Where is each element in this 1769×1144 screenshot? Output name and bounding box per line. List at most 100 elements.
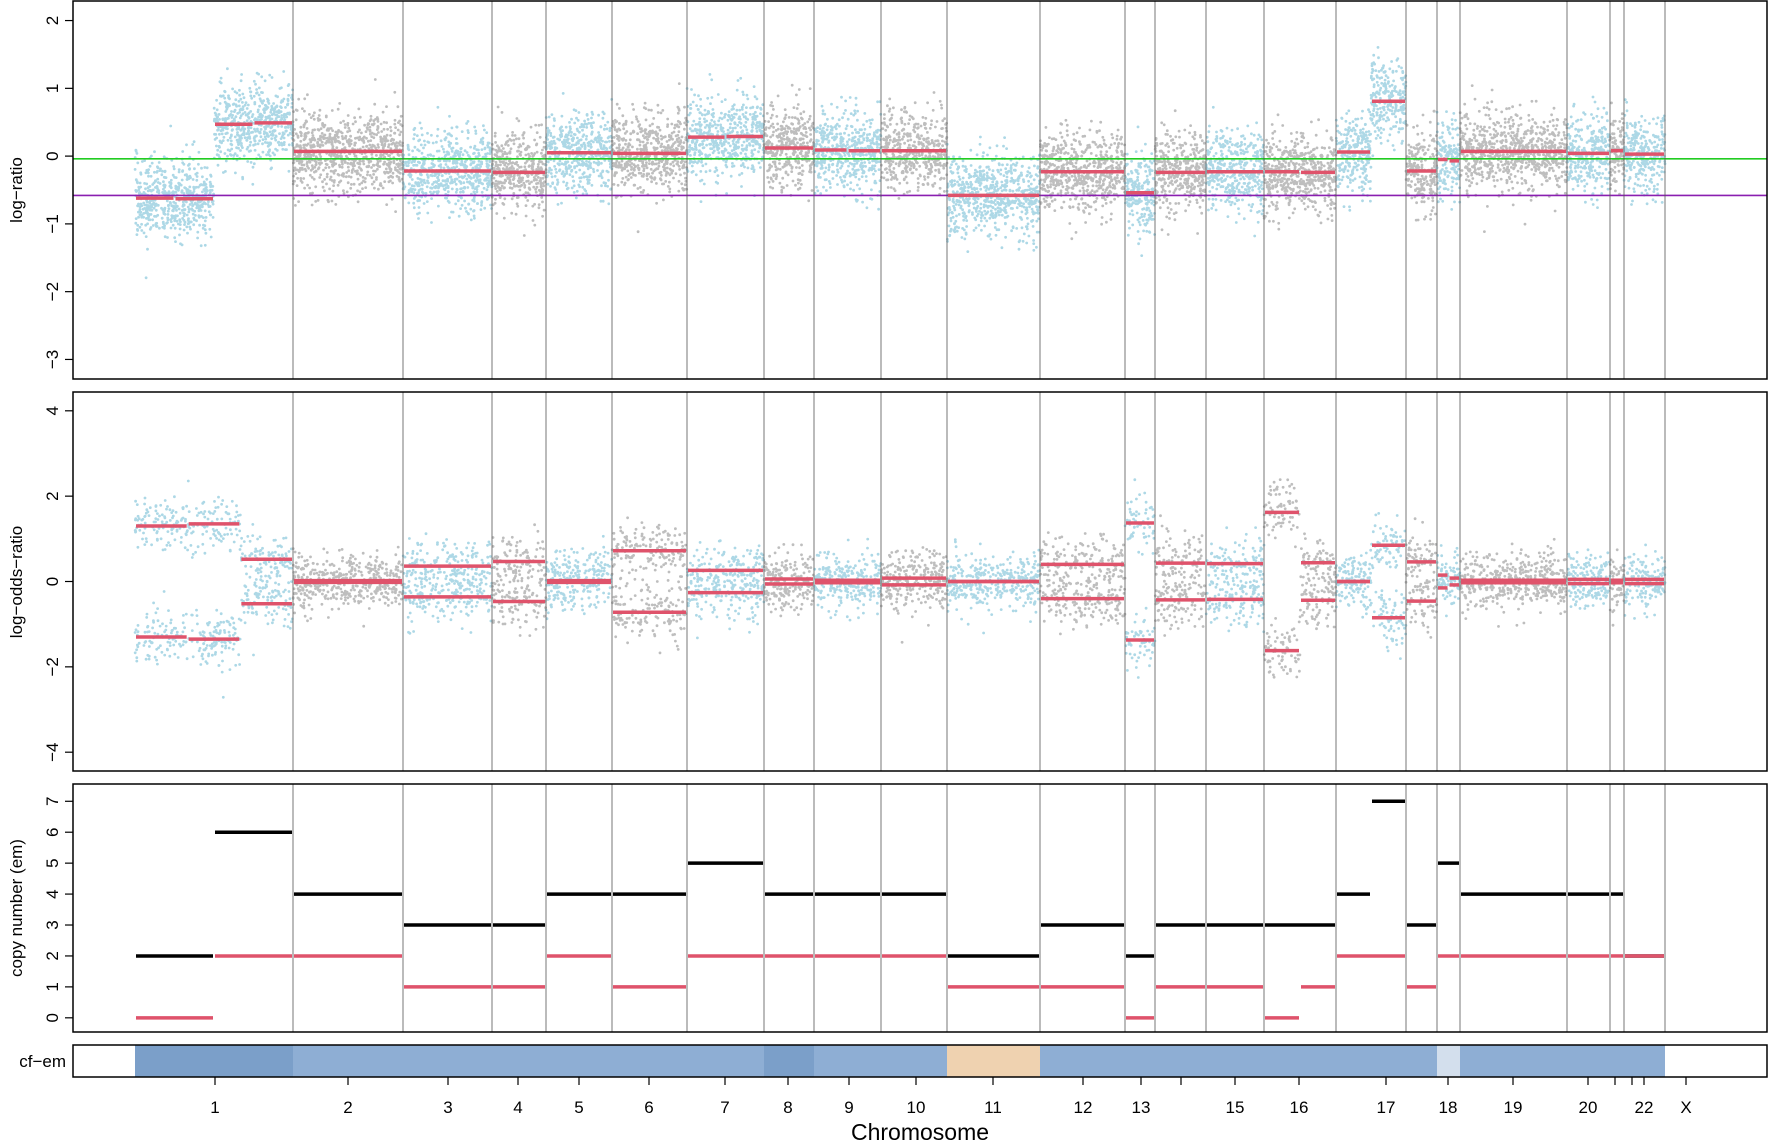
log-ratio-point	[602, 112, 606, 116]
log-ratio-point	[677, 82, 681, 85]
log-ratio-point	[145, 182, 149, 186]
log-ratio-point	[725, 165, 729, 169]
log-ratio-point	[167, 204, 170, 208]
log-ratio-point	[726, 132, 730, 136]
log-ratio-point	[397, 176, 401, 179]
log-ratio-point	[826, 117, 829, 121]
log-ratio-point	[530, 167, 534, 170]
log-ratio-point	[349, 139, 353, 143]
log-ratio-point	[339, 179, 343, 183]
log-ratio-point	[303, 186, 306, 190]
log-ratio-point	[318, 108, 322, 112]
log-ratio-point	[668, 133, 671, 137]
log-ratio-point	[778, 181, 782, 185]
log-ratio-point	[216, 163, 220, 167]
log-ratio-point	[499, 174, 503, 178]
log-ratio-point	[523, 165, 527, 169]
log-ratio-point	[823, 123, 827, 127]
log-ratio-point	[301, 168, 304, 171]
log-ratio-point	[704, 170, 708, 174]
log-ratio-point	[185, 143, 188, 147]
log-ratio-point	[355, 172, 359, 176]
log-ratio-point	[830, 102, 833, 106]
log-ratio-point	[237, 127, 241, 131]
log-ratio-point	[711, 124, 715, 128]
log-ratio-point	[808, 117, 811, 121]
log-ratio-point	[572, 108, 576, 112]
log-ratio-point	[769, 185, 772, 189]
log-ratio-point	[249, 110, 253, 113]
log-ratio-point	[299, 177, 303, 180]
log-ratio-point	[845, 172, 848, 175]
log-ratio-point	[638, 143, 642, 147]
log-ratio-point	[614, 196, 618, 199]
log-ratio-point	[600, 161, 603, 165]
log-ratio-point	[548, 166, 552, 170]
log-ratio-point	[188, 174, 192, 178]
log-ratio-point	[277, 111, 281, 115]
log-ratio-point	[665, 166, 669, 170]
log-ratio-point	[492, 176, 496, 180]
log-ratio-point	[136, 229, 140, 232]
log-ratio-point	[463, 174, 467, 178]
log-ratio-point	[645, 161, 648, 165]
log-ratio-point	[224, 110, 228, 113]
log-ratio-point	[258, 97, 262, 101]
log-ratio-point	[231, 128, 234, 132]
log-ratio-point	[203, 209, 207, 213]
log-ratio-point	[516, 204, 520, 208]
log-ratio-point	[745, 139, 749, 143]
log-ratio-point	[394, 144, 397, 148]
log-ratio-point	[375, 178, 378, 181]
log-ratio-point	[327, 200, 330, 204]
log-ratio-point	[613, 172, 617, 176]
log-ratio-point	[647, 134, 651, 138]
log-ratio-point	[455, 161, 459, 165]
log-ratio-point	[203, 228, 207, 232]
log-ratio-point	[673, 141, 677, 144]
log-ratio-point	[733, 112, 736, 116]
log-ratio-point	[393, 131, 397, 135]
log-ratio-point	[832, 170, 835, 174]
log-ratio-point	[707, 124, 711, 127]
log-ratio-point	[446, 132, 450, 136]
log-ratio-point	[716, 123, 720, 127]
log-ratio-point	[433, 174, 437, 178]
log-ratio-point	[651, 161, 654, 165]
log-ratio-point	[602, 181, 606, 185]
log-ratio-point	[701, 113, 704, 117]
log-ratio-point	[136, 223, 140, 227]
log-ratio-point	[575, 164, 579, 168]
log-ratio-point	[238, 111, 242, 114]
log-ratio-point	[328, 132, 332, 136]
log-ratio-point	[352, 182, 356, 186]
log-ratio-point	[616, 137, 619, 141]
log-ratio-point	[254, 130, 257, 133]
log-ratio-point	[201, 226, 205, 230]
log-ratio-point	[740, 147, 744, 151]
log-ratio-point	[382, 162, 385, 166]
log-ratio-point	[732, 142, 735, 146]
log-ratio-point	[412, 137, 416, 141]
log-ratio-point	[203, 166, 207, 169]
log-ratio-point	[351, 122, 355, 126]
log-ratio-point	[148, 218, 152, 222]
log-ratio-point	[823, 112, 827, 116]
log-ratio-point	[688, 144, 692, 147]
log-ratio-point	[340, 131, 344, 135]
log-ratio-point	[430, 197, 433, 201]
log-ratio-point	[218, 102, 222, 105]
log-ratio-point	[780, 128, 783, 132]
log-ratio-point	[676, 119, 680, 123]
log-ratio-point	[703, 108, 707, 112]
log-ratio-point	[294, 172, 298, 176]
log-ratio-point	[253, 102, 257, 106]
log-ratio-point	[568, 125, 572, 129]
log-ratio-point	[143, 207, 147, 210]
log-ratio-point	[247, 115, 250, 119]
log-ratio-point	[662, 168, 666, 172]
log-ratio-point	[659, 170, 663, 174]
log-ratio-point	[256, 108, 260, 112]
log-ratio-point	[640, 148, 644, 151]
log-ratio-point	[232, 102, 236, 106]
